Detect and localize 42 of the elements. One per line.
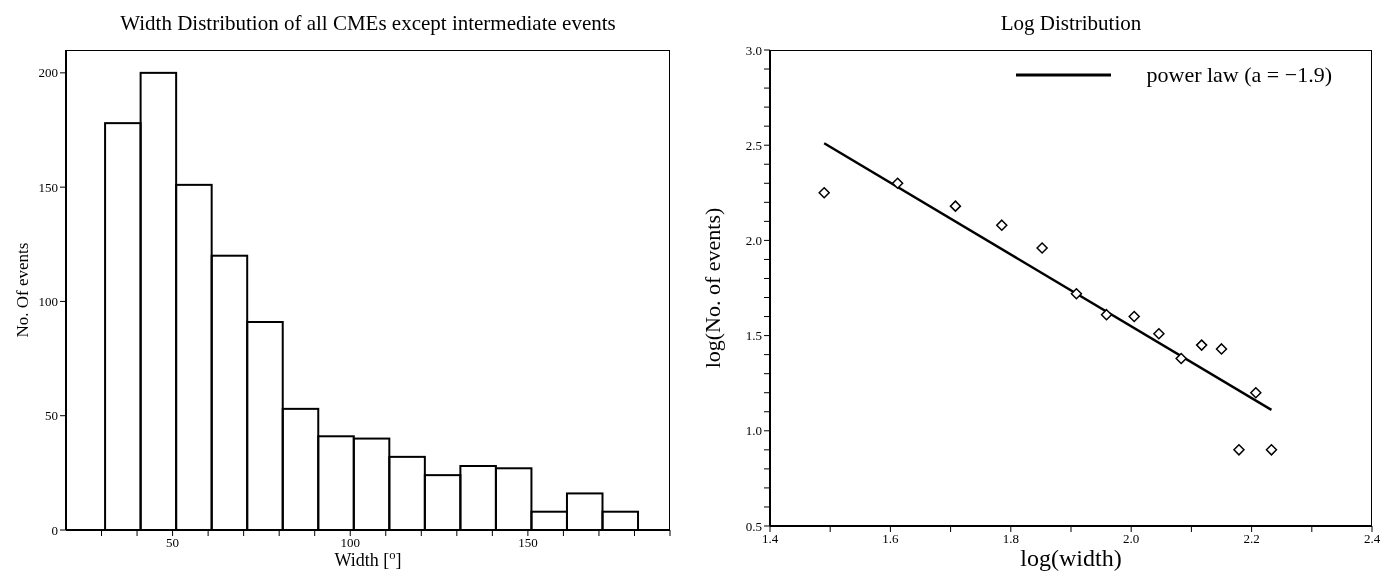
y-tick-label: 3.0 bbox=[745, 42, 762, 58]
y-tick-label: 50 bbox=[45, 408, 58, 424]
y-tick-label: 100 bbox=[38, 294, 58, 310]
x-tick-label: 1.6 bbox=[882, 531, 900, 547]
y-tick-label: 0 bbox=[51, 522, 58, 538]
x-tick-label: 1.4 bbox=[761, 531, 779, 547]
y-tick-label: 150 bbox=[38, 179, 58, 195]
point bbox=[1153, 327, 1165, 340]
point bbox=[1070, 287, 1083, 300]
point bbox=[1265, 444, 1278, 456]
x-tick-label: 100 bbox=[340, 535, 360, 551]
y-axis-title: log(No. of events) bbox=[699, 207, 725, 369]
point bbox=[1195, 339, 1208, 351]
x-tick-label: 2.0 bbox=[1123, 531, 1140, 547]
y-tick-label: 1.0 bbox=[745, 423, 762, 439]
point bbox=[818, 187, 830, 199]
chart-title: Log Distribution bbox=[999, 10, 1143, 37]
chart-title: Width Distribution of all CMEs except intermediate events bbox=[119, 10, 617, 37]
y-axis-title: No. Of events bbox=[12, 242, 32, 338]
x-tick-label: 1.8 bbox=[1002, 531, 1019, 547]
y-tick-label: 1.5 bbox=[745, 328, 762, 344]
point bbox=[1175, 352, 1187, 365]
y-tick-label: 2.5 bbox=[745, 137, 762, 153]
point bbox=[949, 200, 962, 212]
legend-label: power law (a = −1.9) bbox=[1146, 62, 1332, 88]
x-axis-title: Width [$^{o}$] bbox=[334, 548, 402, 570]
x-axis-title: log(width) bbox=[1020, 545, 1122, 571]
point bbox=[1036, 242, 1048, 254]
x-tick-label: 2.2 bbox=[1243, 531, 1260, 547]
x-tick-label: 50 bbox=[166, 535, 180, 551]
x-tick-label: 2.4 bbox=[1363, 531, 1381, 547]
y-tick-label: 2.0 bbox=[745, 233, 762, 249]
y-tick-label: 0.5 bbox=[745, 518, 762, 534]
point bbox=[1215, 343, 1228, 355]
x-tick-label: 150 bbox=[518, 535, 538, 551]
point bbox=[1100, 308, 1113, 321]
point bbox=[996, 219, 1008, 231]
point bbox=[1128, 310, 1140, 323]
point bbox=[1250, 386, 1262, 399]
y-tick-label: 200 bbox=[38, 65, 58, 81]
point bbox=[891, 177, 904, 190]
point bbox=[1233, 444, 1245, 456]
